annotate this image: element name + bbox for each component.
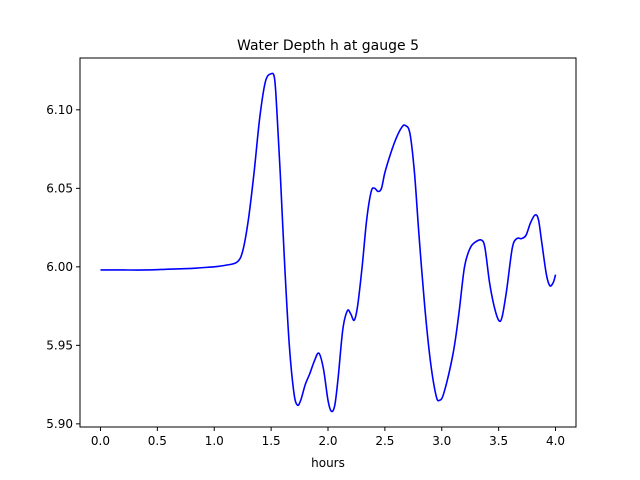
x-axis-label: hours <box>311 456 345 470</box>
y-tick-label: 6.10 <box>46 103 73 117</box>
x-tick-label: 0.5 <box>148 434 167 448</box>
x-tick-label: 2.5 <box>375 434 394 448</box>
x-axis: 0.0 0.5 1.0 1.5 2.0 2.5 3.0 3.5 4.0 <box>91 427 565 448</box>
x-tick-label: 3.5 <box>489 434 508 448</box>
plot-frame <box>79 57 577 428</box>
x-tick-label: 1.0 <box>205 434 224 448</box>
y-tick-label: 5.90 <box>46 417 73 431</box>
x-tick-label: 1.5 <box>262 434 281 448</box>
y-tick-label: 6.00 <box>46 260 73 274</box>
series-line <box>100 72 557 413</box>
y-tick-label: 6.05 <box>46 181 73 195</box>
y-tick-label: 5.95 <box>46 338 73 352</box>
chart-title: Water Depth h at gauge 5 <box>237 38 419 54</box>
x-tick-label: 4.0 <box>546 434 565 448</box>
plot-area <box>100 72 557 413</box>
x-tick-label: 0.0 <box>91 434 110 448</box>
y-axis: 5.90 5.95 6.00 6.05 6.10 <box>46 103 80 431</box>
x-tick-label: 2.0 <box>318 434 337 448</box>
x-tick-label: 3.0 <box>432 434 451 448</box>
